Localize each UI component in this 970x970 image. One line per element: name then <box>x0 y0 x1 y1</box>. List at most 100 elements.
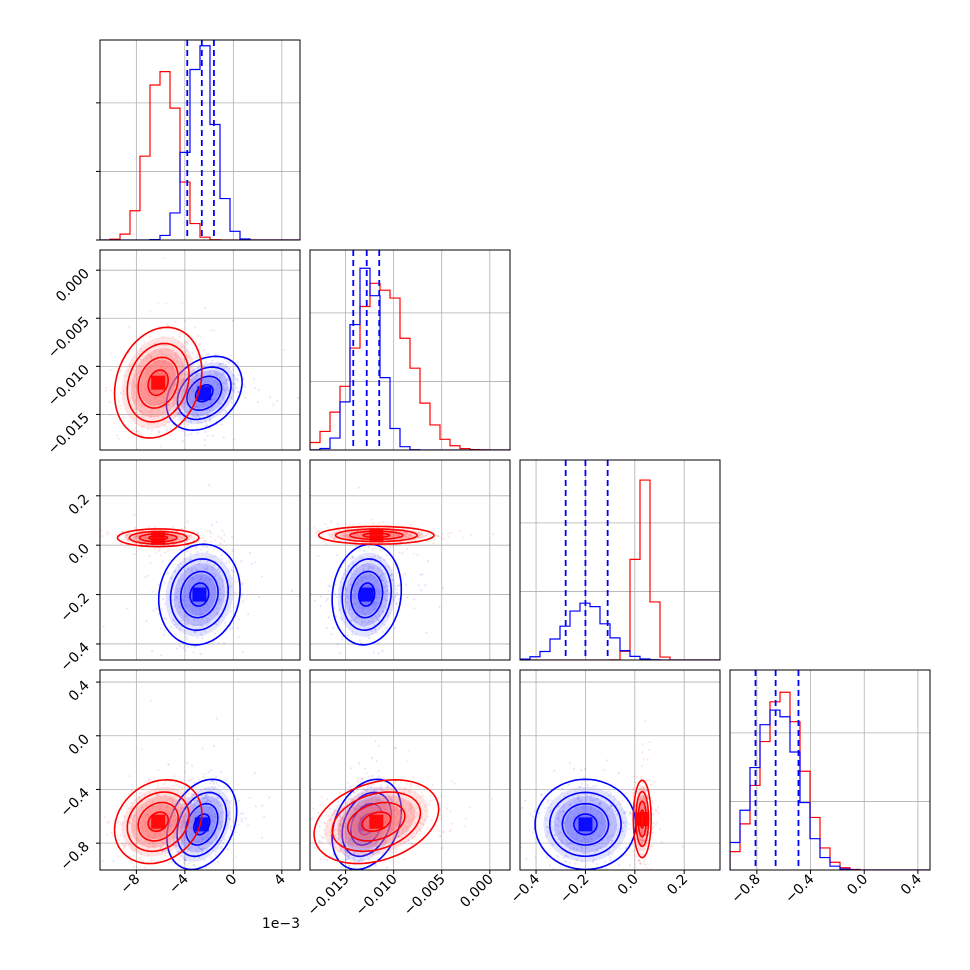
sample-point <box>355 672 357 674</box>
sample-point <box>169 870 171 872</box>
sample-point <box>217 852 220 855</box>
sample-point <box>193 618 196 621</box>
sample-point <box>185 809 188 812</box>
sample-point <box>339 816 342 820</box>
sample-point <box>231 626 234 630</box>
sample-point <box>395 588 398 591</box>
sample-point <box>178 824 182 828</box>
contour-line <box>350 570 384 619</box>
sample-point <box>470 533 473 537</box>
sample-point <box>147 845 150 849</box>
sample-point <box>183 771 186 774</box>
sample-point <box>186 812 189 815</box>
sample-point <box>149 415 153 418</box>
sample-point <box>201 800 204 803</box>
sample-point <box>137 396 140 399</box>
sample-point <box>195 568 198 571</box>
sample-point <box>381 649 384 653</box>
sample-point <box>371 712 373 714</box>
sample-point <box>184 622 187 626</box>
axes-frame <box>309 459 511 661</box>
sample-point <box>221 574 224 577</box>
sample-point <box>408 809 411 812</box>
sample-point <box>206 568 209 572</box>
sample-point <box>222 842 225 845</box>
sample-point <box>171 525 174 529</box>
sample-point <box>417 535 420 538</box>
sample-point <box>194 623 197 626</box>
sample-point <box>180 380 183 383</box>
sample-point <box>219 542 222 545</box>
sample-point <box>134 847 137 850</box>
sample-point <box>374 547 377 550</box>
sample-point <box>217 828 221 831</box>
sample-point <box>179 611 182 614</box>
sample-point <box>138 539 141 543</box>
sample-point <box>228 801 231 805</box>
sample-point <box>221 580 224 583</box>
sample-point <box>410 784 413 787</box>
sample-point <box>161 412 164 415</box>
sample-point <box>182 802 185 805</box>
sample-point <box>134 417 137 420</box>
sample-point <box>234 580 237 583</box>
sample-point <box>125 533 128 536</box>
sample-point <box>402 536 405 539</box>
sample-point <box>172 329 175 332</box>
sample-point <box>197 562 200 566</box>
sample-point <box>122 821 125 825</box>
sample-point <box>133 526 137 529</box>
sample-point <box>91 532 93 534</box>
sample-point <box>374 628 377 631</box>
sample-point <box>391 574 394 577</box>
sample-point <box>219 592 222 595</box>
sample-point <box>135 363 138 366</box>
sample-point <box>398 597 401 600</box>
sample-point <box>374 628 377 631</box>
sample-point <box>244 386 247 389</box>
sample-point <box>193 864 196 867</box>
sample-point <box>210 329 213 332</box>
sample-point <box>166 323 169 326</box>
sample-point <box>206 424 209 427</box>
sample-point <box>201 536 204 540</box>
sample-point <box>180 838 183 841</box>
sample-point <box>106 533 109 536</box>
sample-point <box>152 417 155 420</box>
density-core <box>192 587 207 602</box>
sample-point <box>181 527 184 531</box>
sample-point <box>208 530 211 533</box>
sample-point <box>433 539 436 542</box>
sample-point <box>133 798 136 801</box>
sample-point <box>149 356 152 359</box>
sample-point <box>351 562 354 565</box>
sample-point <box>174 320 177 323</box>
sample-point <box>226 848 229 851</box>
sample-point <box>408 805 412 808</box>
sample-point <box>377 618 380 622</box>
sample-point <box>184 836 187 839</box>
sample-point <box>334 583 337 587</box>
sample-point <box>339 587 342 591</box>
sample-point <box>383 598 386 601</box>
sample-point <box>205 421 208 424</box>
contour-line <box>194 384 214 403</box>
sample-point <box>438 605 441 609</box>
sample-point <box>203 773 206 776</box>
sample-point <box>226 377 229 381</box>
sample-point <box>253 378 256 381</box>
sample-point <box>334 845 337 849</box>
sample-point <box>215 797 218 800</box>
sample-point <box>217 373 220 376</box>
sample-point <box>175 626 178 629</box>
sample-point <box>164 793 167 796</box>
sample-point <box>218 587 221 590</box>
sample-point <box>119 542 122 546</box>
sample-point <box>369 565 372 569</box>
sample-point <box>160 608 163 611</box>
sample-point <box>217 846 220 850</box>
sample-point <box>394 596 397 599</box>
sample-point <box>209 532 212 535</box>
sample-point <box>210 769 213 772</box>
sample-point <box>106 821 109 824</box>
